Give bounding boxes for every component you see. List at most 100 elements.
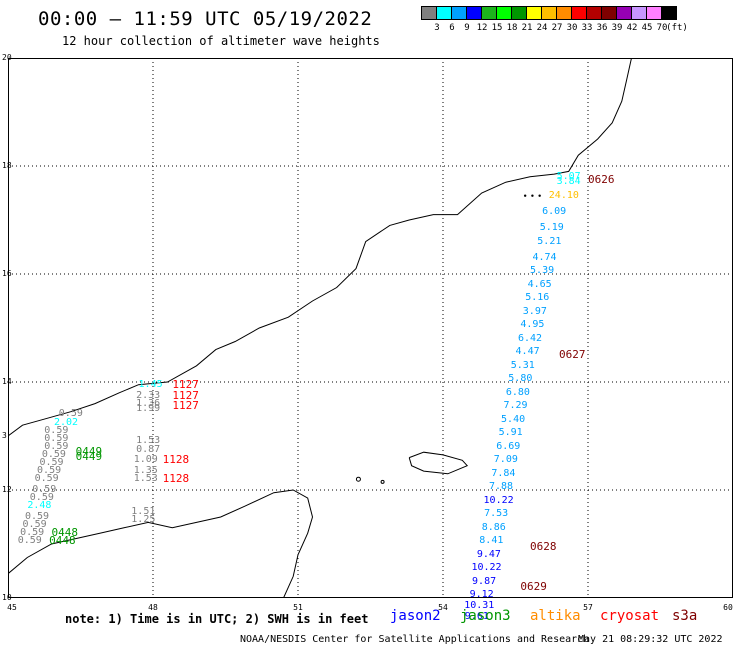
swh-reading: 0.59	[20, 527, 45, 539]
colorbar-swatch	[601, 6, 617, 20]
colorbar-swatch	[466, 6, 482, 20]
colorbar-swatch	[421, 6, 437, 20]
island	[355, 476, 361, 482]
legend-note: note: 1) Time is in UTC; 2) SWH is in fe…	[65, 612, 369, 626]
colorbar-label: 70	[656, 23, 668, 33]
swh-reading: 9.12	[469, 589, 494, 601]
colorbar-swatch	[631, 6, 647, 20]
swh-reading: 1.99	[136, 403, 161, 414]
colorbar-swatch	[481, 6, 497, 20]
lat-tick-label: 18	[2, 161, 12, 170]
data-point-marker	[523, 194, 527, 197]
island	[380, 479, 385, 484]
lat-tick-label: 12	[2, 485, 12, 494]
swh-reading: 0.59	[44, 432, 69, 444]
lat-tick-label: 14	[2, 377, 12, 386]
swh-reading: 0.59	[17, 535, 42, 547]
colorbar-swatch	[571, 6, 587, 20]
swh-reading: 7.84	[491, 467, 516, 479]
swh-reading: 4.74	[532, 251, 557, 263]
wave-height-colorbar: 3 6 9 12 15 18 21 24 27 30 33 36 39 42 45 70 (ft)	[421, 6, 688, 33]
swh-reading: 0.59	[37, 465, 62, 477]
pass-time-label: 0626	[588, 172, 615, 186]
colorbar-label: 18	[506, 23, 518, 33]
pass-time-label: 0629	[520, 580, 547, 594]
colorbar-label: 6	[449, 23, 455, 33]
colorbar-label: 36	[596, 23, 608, 33]
swh-reading: 10.22	[483, 494, 514, 506]
swh-reading: 0.59	[29, 492, 54, 504]
colorbar-label: 33	[581, 23, 593, 33]
colorbar-label: 30	[566, 23, 578, 33]
lat-tick-label: 10	[2, 593, 12, 602]
map-canvas	[8, 58, 733, 598]
swh-reading: 5.21	[537, 235, 562, 247]
swh-reading: 1.25	[131, 513, 156, 525]
swh-reading: 4.47	[515, 346, 540, 358]
swh-reading: 5.19	[539, 222, 564, 234]
colorbar-swatch	[526, 6, 542, 20]
swh-reading: 10.22	[471, 562, 502, 574]
legend-item-s3a: s3a	[672, 608, 698, 624]
swh-reading: 2.33	[136, 389, 161, 401]
pass-time-label: 1128	[162, 472, 190, 486]
pass-time-label: 1128	[162, 453, 190, 467]
pass-time-label: 0448	[49, 534, 76, 548]
swh-reading: 4.95	[520, 319, 545, 331]
lon-tick-label: 60	[723, 603, 733, 612]
swh-reading: 5.31	[510, 359, 535, 371]
swh-reading: 6.09	[542, 205, 567, 217]
colorbar-swatch	[511, 6, 527, 20]
colorbar-label: 15	[491, 23, 503, 33]
swh-reading: 5.91	[498, 427, 523, 439]
colorbar-label: 21	[521, 23, 533, 33]
swh-reading: 6.80	[505, 386, 530, 398]
swh-reading: 9.87	[472, 575, 497, 587]
swh-reading: 6.69	[496, 440, 521, 452]
pass-time-label: 0449	[75, 449, 103, 463]
swh-reading: 2.02	[53, 416, 79, 428]
legend-item-jason2: jason2	[390, 608, 441, 624]
swh-reading: 1.35	[133, 465, 158, 477]
map-subtitle: 12 hour collection of altimeter wave hei…	[62, 34, 380, 48]
socotra-island	[408, 451, 469, 475]
colorbar-label: 45	[641, 23, 653, 33]
swh-reading: 5.80	[508, 373, 533, 385]
colorbar-swatch	[616, 6, 632, 20]
swh-reading: 1.45	[138, 378, 163, 390]
map-title: 00:00 — 11:59 UTC 05/19/2022	[38, 8, 373, 30]
swh-reading: 1.53	[136, 435, 161, 447]
pass-time-label: 1127	[172, 377, 199, 391]
swh-reading: 3.84	[556, 176, 581, 188]
swh-reading: 0.59	[24, 511, 50, 522]
swh-reading: 7.88	[488, 481, 514, 493]
map-plot	[8, 58, 733, 598]
swh-reading: 6.42	[517, 332, 543, 344]
swh-reading: 5.40	[501, 413, 526, 425]
swh-reading: 1.51	[131, 505, 156, 517]
swh-reading: 7.29	[503, 400, 528, 412]
lon-tick-label: 54	[438, 603, 448, 612]
swh-reading: 8.86	[481, 521, 506, 533]
swh-reading: 0.59	[58, 408, 83, 420]
colorbar-swatch	[661, 6, 677, 20]
swh-reading: 5.07	[556, 170, 581, 182]
data-point-marker	[531, 194, 534, 197]
colorbar-swatch	[451, 6, 467, 20]
lon-tick-label: 51	[293, 603, 303, 612]
coastline-arabia	[8, 58, 632, 437]
lat-tick-label: 3	[2, 431, 7, 440]
footer-timestamp: May 21 08:29:32 UTC 2022	[578, 634, 723, 645]
swh-reading: 0.59	[44, 440, 69, 452]
coastline-somalia	[8, 489, 314, 598]
map-frame	[8, 58, 733, 598]
swh-reading: 7.09	[493, 454, 518, 466]
swh-reading: 1.36	[136, 397, 161, 409]
swh-reading: 1.53	[133, 473, 158, 485]
colorbar-label: 27	[551, 23, 563, 33]
swh-reading: 7.53	[484, 508, 509, 520]
colorbar-label: 9	[464, 23, 470, 33]
colorbar-label: 12	[476, 23, 488, 33]
swh-reading: 9.61	[464, 610, 489, 622]
colorbar-swatch	[496, 6, 512, 20]
